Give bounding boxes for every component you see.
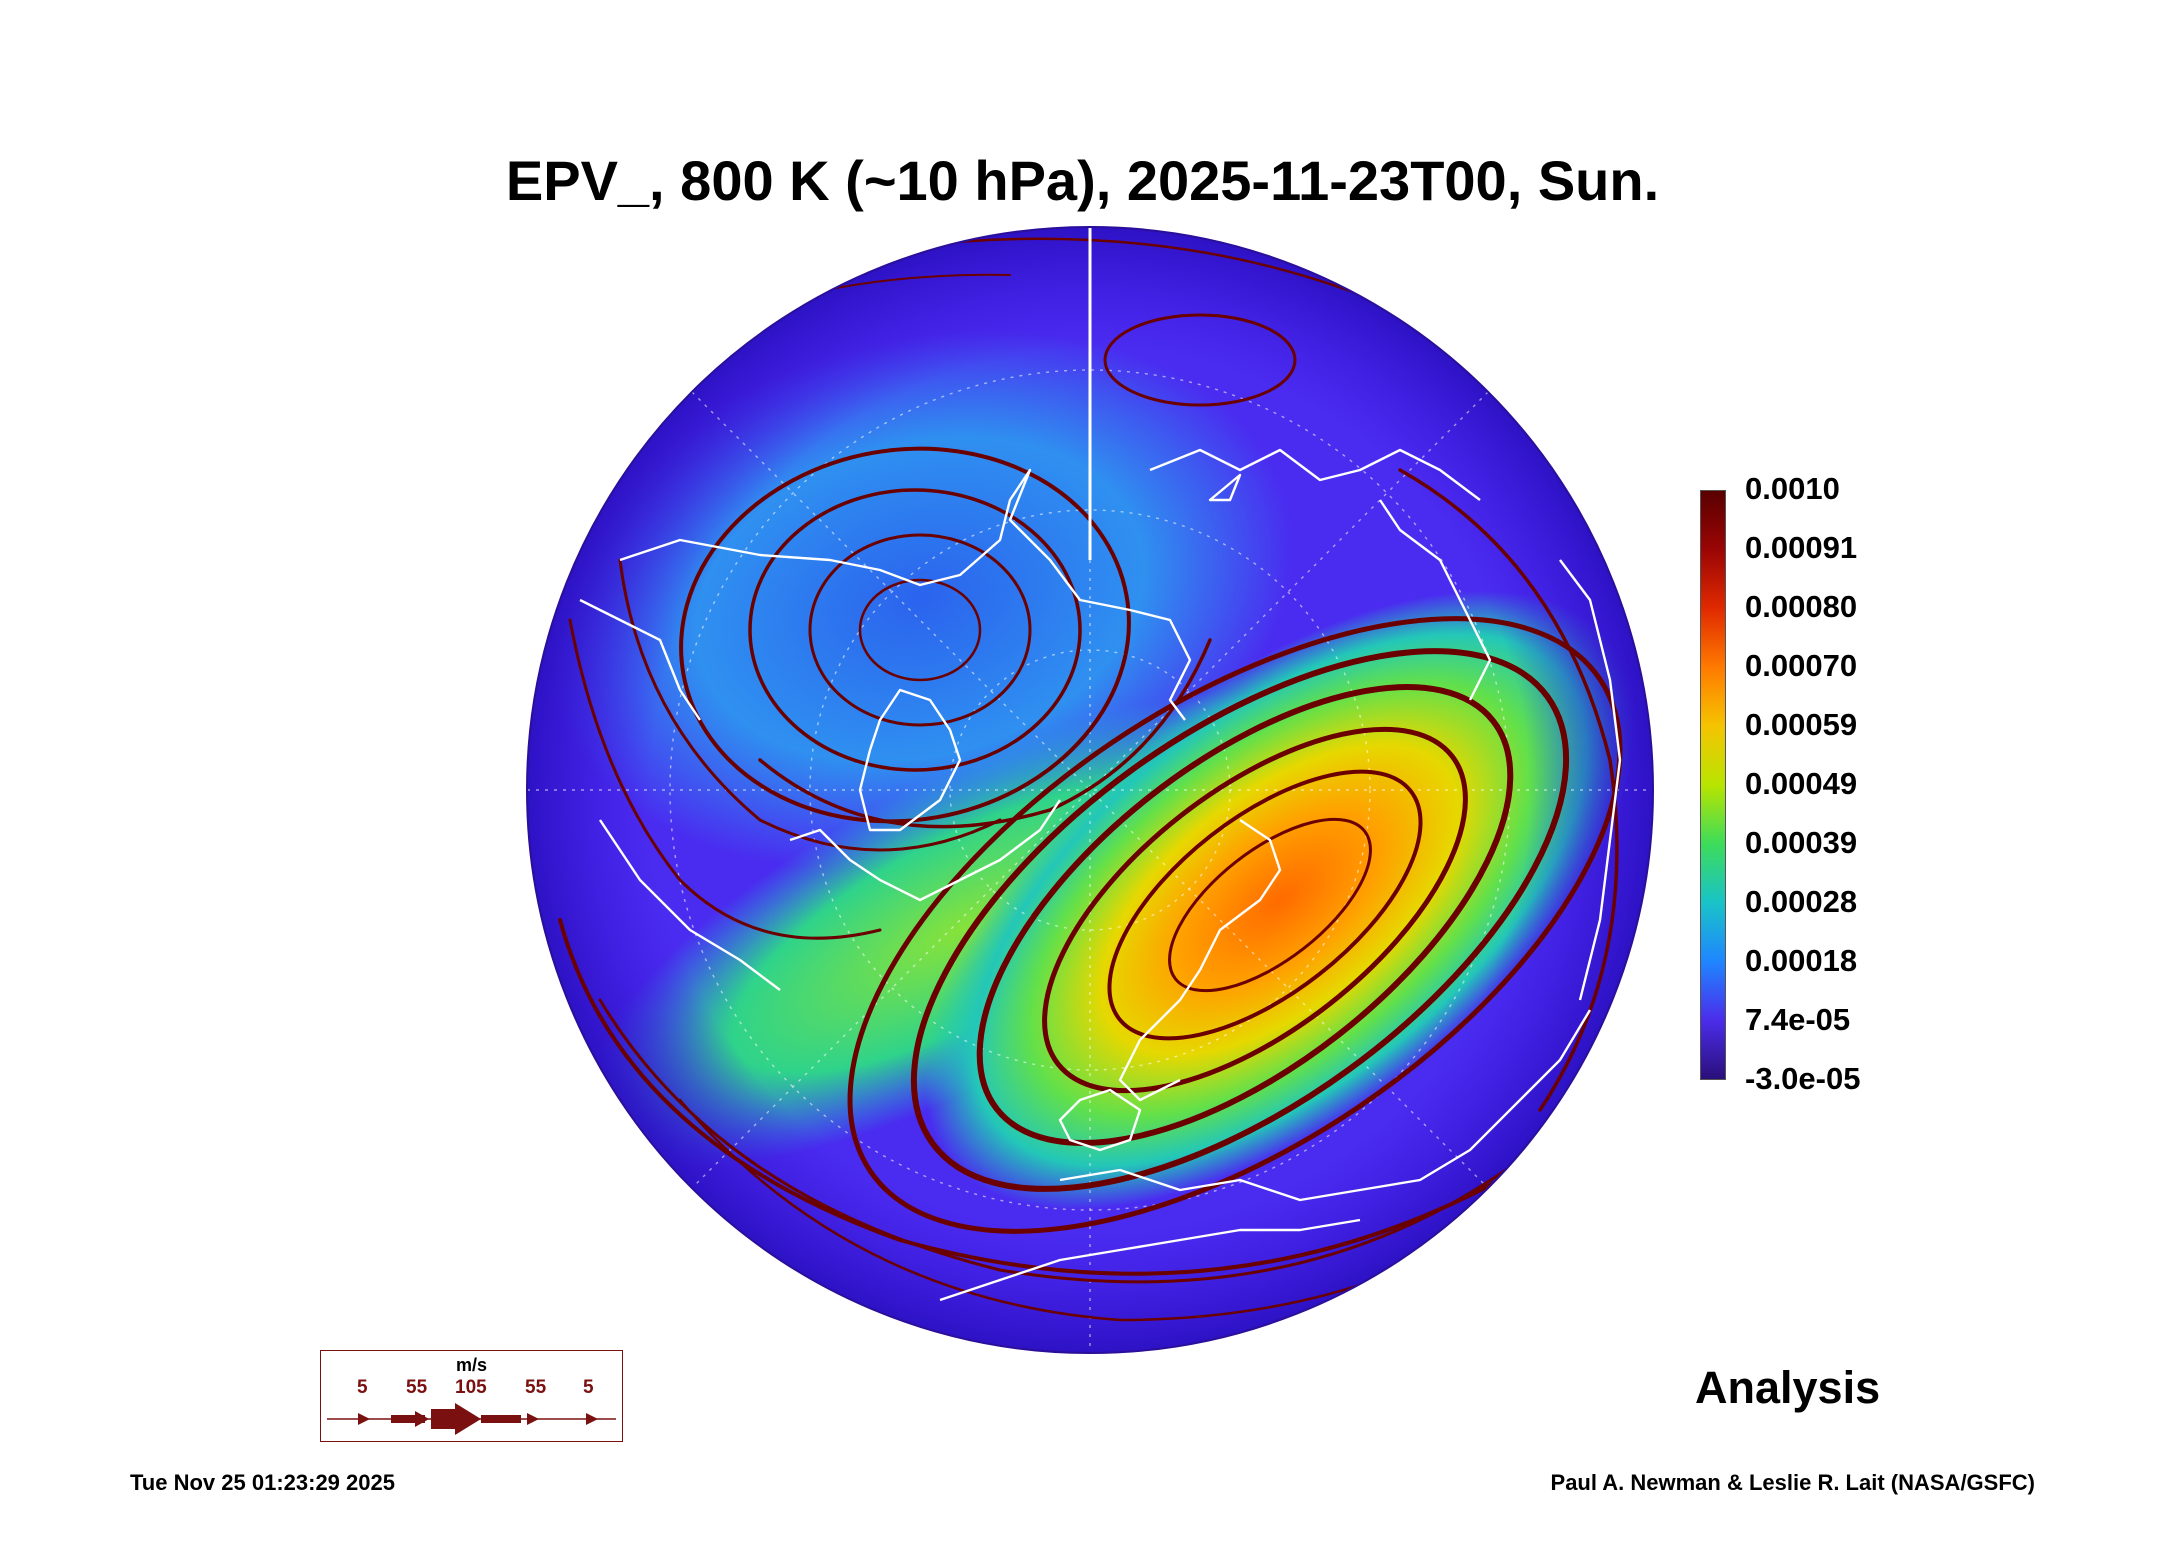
colorbar-tick-label: 0.00049 [1745,766,1858,801]
wind-speed-label: 5 [357,1377,368,1398]
colorbar-tick-label: 0.0010 [1745,471,1840,506]
wind-speed-label: 5 [583,1377,594,1398]
colorbar-tick-label: 7.4e-05 [1745,1002,1851,1037]
wind-speed-label: 105 [455,1377,487,1398]
colorbar-tick-label: 0.00080 [1745,589,1858,624]
epv-field [527,227,1653,1353]
wind-speed-label: 55 [406,1377,428,1398]
colorbar-tick-label: 0.00070 [1745,648,1858,683]
colorbar-tick-label: 0.00059 [1745,707,1858,742]
timestamp: Tue Nov 25 01:23:29 2025 [130,1470,395,1495]
colorbar-tick-label: 0.00028 [1745,884,1858,919]
map-title: EPV_, 800 K (~10 hPa), 2025-11-23T00, Su… [505,149,1660,212]
wind-unit-label: m/s [455,1355,488,1375]
coastlines [579,448,1622,1302]
wind-speed-legend: m/s 5 55 105 55 5 [320,1350,623,1442]
wind-speed-label: 55 [525,1377,547,1398]
wind-arrow-key [327,1403,616,1435]
colorbar-tick-label: 0.00039 [1745,825,1858,860]
colorbar-tick-label: 0.00091 [1745,530,1858,565]
colorbar [1700,490,1726,1080]
credit: Paul A. Newman & Leslie R. Lait (NASA/GS… [1550,1470,2035,1495]
colorbar-tick-label: -3.0e-05 [1745,1061,1861,1096]
analysis-stamp: Analysis [1695,1362,1881,1413]
colorbar-tick-label: 0.00018 [1745,943,1858,978]
